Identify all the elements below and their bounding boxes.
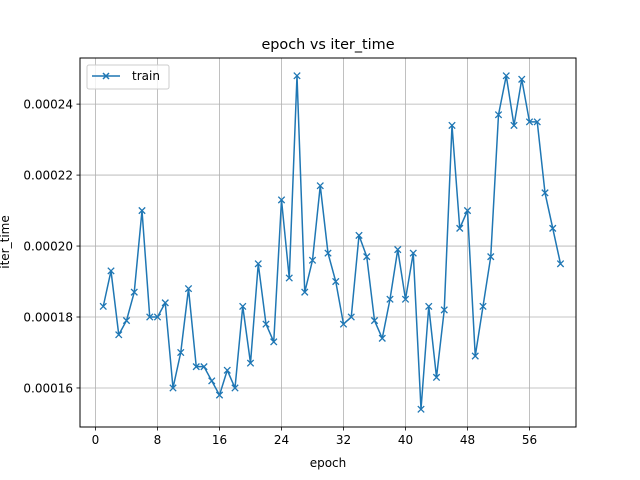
data-point-marker — [184, 284, 193, 293]
y-tick-label: 0.00022 — [23, 169, 73, 183]
data-point-marker — [502, 72, 510, 80]
data-point-marker — [262, 320, 270, 328]
data-point-marker — [254, 260, 262, 268]
data-point-marker — [246, 359, 255, 367]
data-point-marker — [440, 306, 448, 314]
x-axis-label: epoch — [310, 456, 347, 470]
data-point-marker — [479, 302, 487, 311]
x-tick-label: 24 — [274, 433, 289, 447]
data-point-marker — [370, 316, 379, 325]
data-point-marker — [432, 373, 441, 381]
data-point-marker — [130, 288, 138, 296]
series-layer — [99, 72, 565, 413]
data-point-marker — [378, 334, 386, 342]
data-point-marker — [425, 302, 433, 311]
data-point-marker — [394, 245, 402, 254]
data-point-marker — [549, 224, 557, 232]
x-tick-label: 0 — [92, 433, 100, 447]
plot-area-frame — [79, 57, 577, 428]
data-point-marker — [239, 302, 247, 311]
data-point-marker — [215, 391, 224, 399]
x-tick-label: 16 — [212, 433, 227, 447]
data-point-marker — [270, 338, 278, 346]
data-point-marker — [316, 182, 324, 190]
data-point-marker — [363, 253, 371, 261]
data-point-marker — [525, 118, 534, 126]
data-point-marker — [308, 256, 317, 264]
data-point-marker — [541, 189, 549, 197]
data-point-marker — [456, 224, 464, 232]
data-point-marker — [332, 277, 340, 286]
data-point-marker — [285, 274, 293, 282]
data-point-marker — [355, 231, 363, 240]
y-tick-label: 0.00018 — [23, 311, 73, 325]
data-point-marker — [223, 366, 231, 374]
data-point-marker — [115, 331, 123, 339]
data-point-marker — [471, 352, 479, 360]
x-tick-label: 32 — [336, 433, 351, 447]
data-point-marker — [448, 121, 456, 130]
data-point-marker — [177, 348, 185, 357]
data-point-marker — [533, 118, 541, 126]
x-tick-label: 48 — [460, 433, 475, 447]
data-point-marker — [347, 313, 355, 321]
legend-marker — [102, 72, 110, 80]
data-point-marker — [192, 363, 200, 371]
data-point-marker — [208, 377, 216, 385]
data-point-marker — [401, 295, 410, 303]
data-point-marker — [231, 384, 239, 392]
series-line — [102, 74, 562, 411]
y-axis-label: iter_time — [0, 215, 12, 268]
data-point-marker — [510, 121, 518, 130]
chart-title: epoch vs iter_time — [261, 37, 394, 53]
x-tick-label: 40 — [398, 433, 413, 447]
data-point-marker — [107, 267, 115, 275]
data-point-marker — [138, 206, 146, 215]
legend: train — [86, 64, 170, 90]
data-point-marker — [324, 249, 332, 257]
data-point-marker — [122, 316, 131, 325]
data-point-marker — [556, 260, 565, 268]
data-point-marker — [153, 313, 162, 321]
data-point-marker — [200, 363, 208, 371]
data-point-marker — [339, 320, 348, 328]
y-tick-label: 0.00016 — [23, 381, 73, 395]
legend-label: train — [132, 69, 160, 83]
x-axis-ticks: 0 8 16 24 32 40 48 56 — [92, 427, 537, 447]
y-axis-ticks: 0.00016 0.00018 0.00020 0.00022 0.00024 — [23, 98, 80, 395]
legend-box — [86, 64, 170, 90]
data-point-marker — [99, 302, 107, 311]
data-point-marker — [293, 72, 301, 80]
y-tick-label: 0.00024 — [23, 98, 73, 112]
data-point-marker — [487, 253, 495, 261]
data-point-marker — [494, 111, 503, 119]
data-point-marker — [386, 295, 394, 303]
data-point-marker — [161, 299, 169, 307]
y-tick-label: 0.00020 — [23, 240, 73, 254]
data-point-marker — [409, 249, 417, 257]
data-point-marker — [301, 288, 309, 296]
data-point-marker — [169, 384, 177, 392]
data-point-marker — [518, 75, 526, 83]
x-tick-label: 56 — [522, 433, 537, 447]
data-point-marker — [277, 196, 286, 204]
data-point-marker — [417, 405, 425, 413]
x-tick-label: 8 — [154, 433, 162, 447]
data-point-marker — [146, 313, 154, 321]
data-point-marker — [463, 206, 472, 215]
